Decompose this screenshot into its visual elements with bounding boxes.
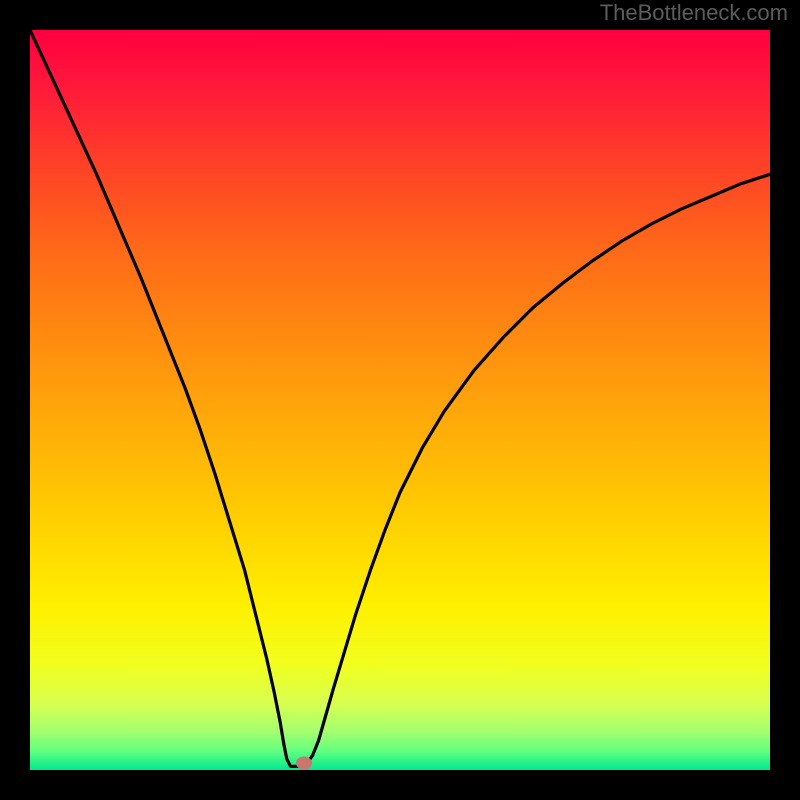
plot-area — [30, 30, 770, 770]
attribution-text: TheBottleneck.com — [600, 0, 788, 26]
bottleneck-curve — [30, 30, 770, 766]
curve-overlay — [30, 30, 770, 770]
optimal-marker — [296, 756, 312, 769]
chart-container: TheBottleneck.com — [0, 0, 800, 800]
